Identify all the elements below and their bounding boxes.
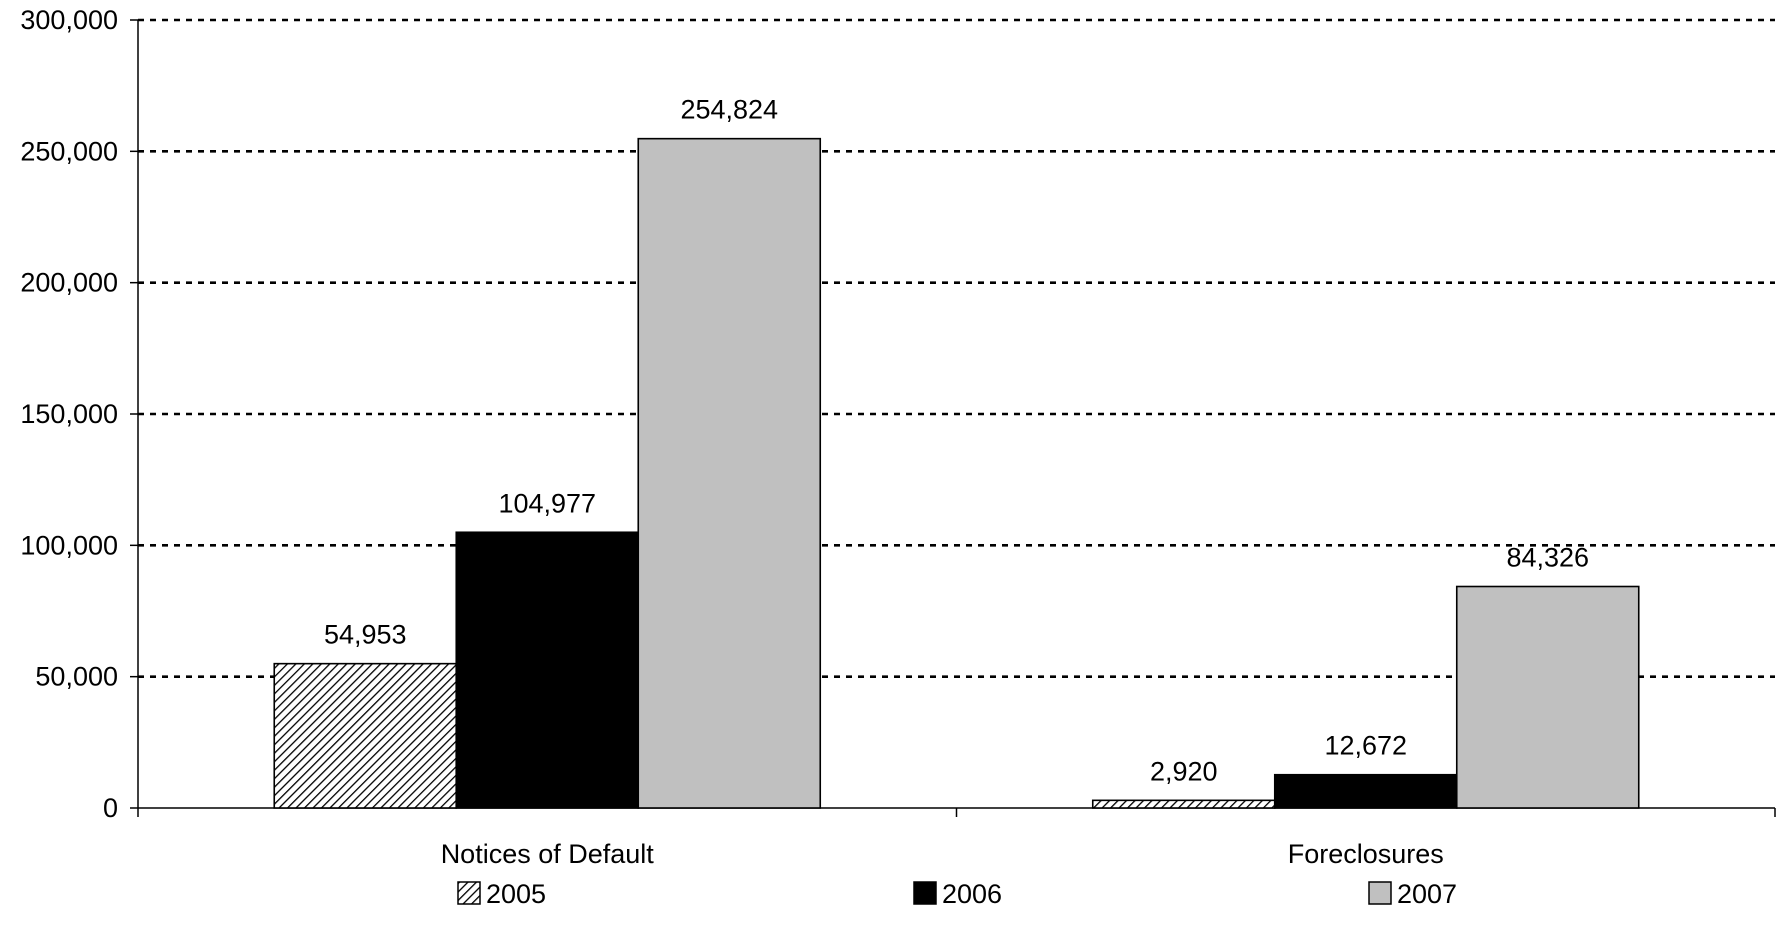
bar-2006: [455, 531, 640, 809]
bar-2007: [1455, 585, 1640, 809]
data-label: 2,920: [1150, 756, 1218, 786]
legend-swatch-2006: [913, 881, 937, 905]
data-label: 84,326: [1506, 543, 1589, 573]
legend-label: 2006: [942, 879, 1002, 909]
gridlines: [138, 18, 1775, 678]
data-labels: 54,953 104,977 254,824 2,920 12,672 84,326: [324, 95, 1589, 787]
data-label: 254,824: [680, 95, 778, 125]
bar-2007: [637, 137, 822, 809]
bar-2006: [1273, 773, 1458, 809]
y-tick-label: 0: [103, 793, 118, 823]
y-tick-label: 200,000: [20, 268, 118, 298]
y-tick-label: 50,000: [35, 662, 118, 692]
category-label: Foreclosures: [1288, 839, 1444, 869]
y-tick-label: 300,000: [20, 5, 118, 35]
y-tick-label: 150,000: [20, 399, 118, 429]
bar-2005: [1091, 799, 1276, 809]
bars: [273, 137, 1640, 809]
data-label: 104,977: [498, 488, 596, 518]
data-label: 54,953: [324, 620, 407, 650]
legend-swatch-2005: [457, 881, 481, 905]
bar-2005: [273, 662, 458, 809]
y-tick-label: 250,000: [20, 136, 118, 166]
legend-swatch-2007: [1368, 881, 1392, 905]
category-label: Notices of Default: [441, 839, 655, 869]
legend: 2005 2006 2007: [457, 879, 1457, 909]
legend-label: 2007: [1397, 879, 1457, 909]
y-tick-label: 100,000: [20, 530, 118, 560]
data-label: 12,672: [1324, 731, 1407, 761]
legend-label: 2005: [486, 879, 546, 909]
